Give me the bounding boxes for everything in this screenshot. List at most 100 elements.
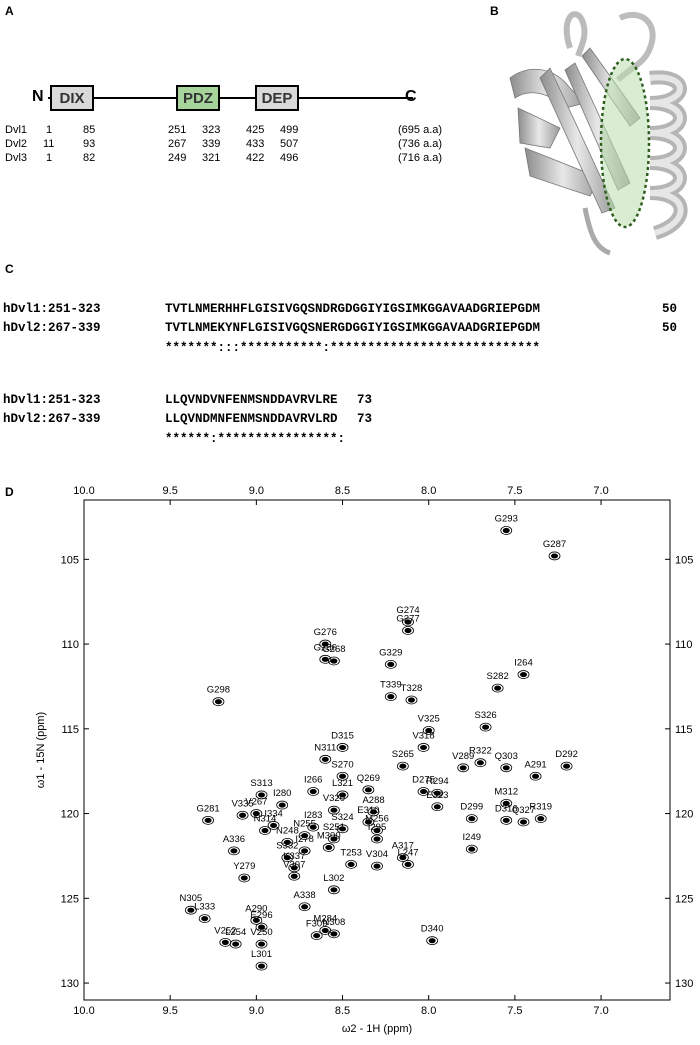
peak-contour [500,815,513,825]
peak-marker [321,927,329,934]
peak-contour [250,915,263,925]
panel-label-c: C [5,262,14,276]
peak-label: G329 [379,647,402,658]
peak-marker [252,917,260,923]
peak-label: G268 [322,644,345,655]
seq-label-hdvl2: hDvl2:267-339 [3,412,101,426]
peak-marker [433,790,441,796]
peak-label: A288 [362,795,384,806]
peak-marker [563,763,571,769]
peak-contour [298,846,311,856]
peak-label: D340 [421,924,444,935]
y-tick-label: 105 [61,554,79,566]
peak-label: I283 [304,810,323,821]
peak-contour [479,722,492,732]
peak-marker [339,773,347,779]
peak-label: L301 [251,949,272,960]
peak-label: G276 [314,627,337,638]
peak-marker [321,641,329,647]
peak-marker [325,844,333,851]
dix-end: 93 [83,138,96,150]
peak-label: Q269 [357,773,380,784]
peak-label: V318 [412,730,434,741]
y-tick-label: 110 [61,639,79,651]
seq-hdvl1: LLQVNDVNFENMSNDDAVRVLRE [165,393,338,407]
peak-label: R319 [529,802,552,813]
pdz-start: 251 [168,124,187,136]
panel-label-d: D [5,485,14,499]
panel-label-a: A [5,4,14,18]
peak-contour [236,810,249,820]
peak-marker [330,807,338,813]
peak-label: S265 [392,749,414,760]
peak-marker [339,792,347,798]
y-tick-label: 110 [675,639,693,651]
peak-contour [288,863,301,873]
peak-contour [307,822,320,832]
dep-start: 433 [246,138,265,150]
peak-label: L333 [194,902,215,913]
x-tick-label: 8.0 [421,485,436,497]
peak-marker [373,836,381,842]
dix-start: 11 [43,138,55,150]
peak-contour [384,660,397,669]
peak-marker [283,839,291,845]
peak-contour [328,656,340,666]
peak-marker [258,963,266,969]
seq-label-hdvl1: hDvl1:251-323 [3,302,101,316]
peak-label: S326 [474,710,496,721]
peak-label: V267 [245,797,267,808]
y-tick-label: 120 [675,809,693,821]
dix-end: 85 [83,124,96,136]
peak-marker [278,802,286,808]
peak-contour [431,802,444,812]
seq-label-hdvl2: hDvl2:267-339 [3,321,101,335]
peak-label: D292 [555,749,578,760]
peak-marker [330,887,338,893]
peak-contour [465,844,478,854]
peak-label: I295 [368,822,387,833]
peak-marker [204,817,212,823]
peak-contour [534,814,547,824]
x-tick-label: 7.5 [507,485,522,497]
peak-contour [517,817,530,827]
peak-label: Y279 [233,861,255,872]
peak-contour [402,860,414,869]
dep-domain-box: DEP [255,85,299,111]
peak-marker [404,627,412,634]
peak-label: D299 [460,802,483,813]
peak-contour [362,785,375,795]
c-terminus-label: C [405,88,417,105]
peak-contour [328,834,340,844]
peak-marker [270,822,278,829]
protein-length: (716 a.a) [398,152,443,164]
n-terminus-label: N [32,88,44,105]
peak-marker [330,658,338,664]
peak-label: L302 [323,873,344,884]
peak-contour [500,763,513,773]
peak-label: F309 [306,919,328,930]
peak-marker [494,685,502,691]
peak-label: D315 [331,730,354,741]
peak-label: I249 [463,832,482,843]
peak-contour [255,922,268,932]
peak-contour [319,654,332,664]
peak-contour [336,743,349,752]
peak-contour [184,905,197,915]
peak-contour [238,873,251,883]
x-tick-label: 7.0 [593,485,608,497]
x-tick-label: 9.5 [163,1005,178,1017]
peak-label: V335 [231,798,253,809]
peak-marker [313,932,321,939]
peak-label: S324 [331,812,353,823]
peak-label: N308 [323,917,346,928]
peak-label: L247 [397,847,418,858]
peak-contour [228,846,240,856]
protein-length: (695 a.a) [398,124,443,136]
peak-contour [336,790,349,800]
dix-start: 1 [46,124,53,136]
peak-marker [232,941,240,947]
peak-contour [431,788,444,798]
peak-marker [502,527,510,534]
y-tick-label: 130 [675,978,693,990]
